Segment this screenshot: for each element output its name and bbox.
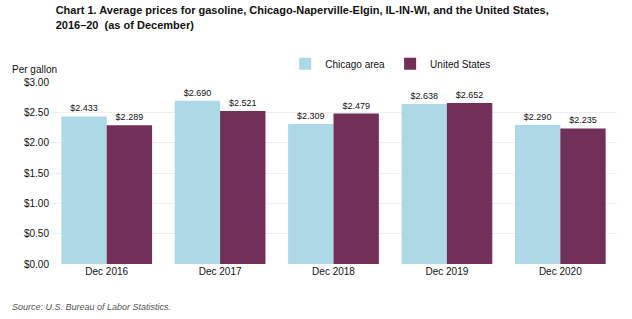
svg-text:$2.521: $2.521 bbox=[229, 98, 257, 108]
svg-text:Chicago area: Chicago area bbox=[325, 59, 385, 70]
svg-text:$2.290: $2.290 bbox=[524, 112, 552, 122]
svg-text:$1.00: $1.00 bbox=[24, 198, 49, 209]
svg-text:$2.309: $2.309 bbox=[297, 111, 325, 121]
svg-text:$2.50: $2.50 bbox=[24, 107, 49, 118]
svg-text:$0.50: $0.50 bbox=[24, 228, 49, 239]
svg-text:United States: United States bbox=[430, 59, 490, 70]
svg-text:Per gallon: Per gallon bbox=[12, 64, 57, 75]
svg-text:$2.690: $2.690 bbox=[184, 88, 212, 98]
svg-text:Dec 2017: Dec 2017 bbox=[199, 266, 242, 277]
svg-text:$2.235: $2.235 bbox=[569, 115, 597, 125]
svg-text:$2.638: $2.638 bbox=[410, 91, 438, 101]
svg-text:$2.433: $2.433 bbox=[70, 103, 98, 113]
svg-text:Chart 1. Average prices for ga: Chart 1. Average prices for gasoline, Ch… bbox=[56, 4, 549, 30]
svg-text:$0.00: $0.00 bbox=[24, 259, 49, 270]
svg-text:Dec 2018: Dec 2018 bbox=[312, 266, 355, 277]
svg-text:$2.479: $2.479 bbox=[342, 101, 370, 111]
svg-text:$2.00: $2.00 bbox=[24, 137, 49, 148]
svg-text:Dec 2020: Dec 2020 bbox=[539, 266, 582, 277]
svg-text:$3.00: $3.00 bbox=[24, 77, 49, 88]
svg-text:$2.652: $2.652 bbox=[456, 90, 484, 100]
svg-text:$1.50: $1.50 bbox=[24, 168, 49, 179]
svg-text:Dec 2016: Dec 2016 bbox=[85, 266, 128, 277]
svg-text:$2.289: $2.289 bbox=[116, 112, 144, 122]
svg-text:Dec 2019: Dec 2019 bbox=[425, 266, 468, 277]
svg-text:Source: U.S. Bureau of Labor S: Source: U.S. Bureau of Labor Statistics. bbox=[12, 302, 171, 312]
